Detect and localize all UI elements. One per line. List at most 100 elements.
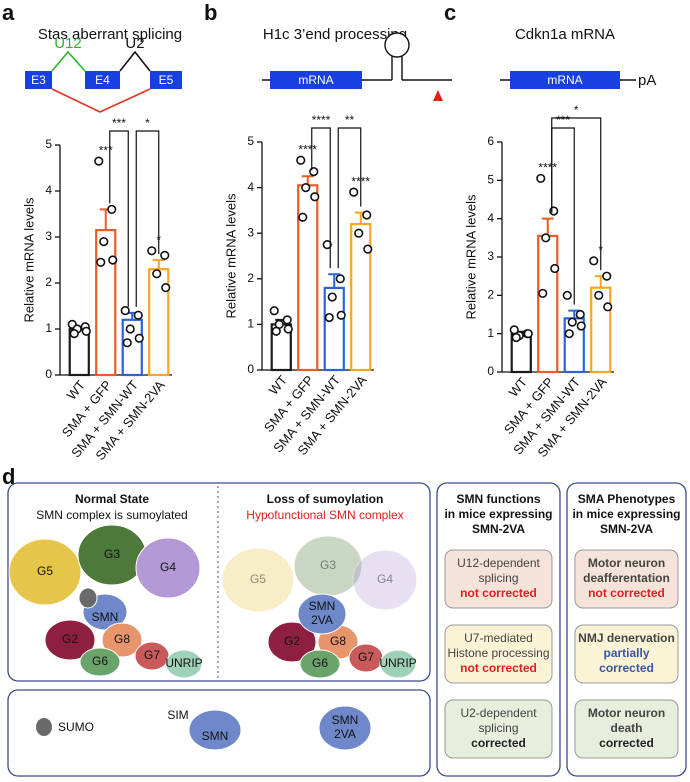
protein-label: G7 — [358, 650, 374, 664]
y-tick-label: 5 — [247, 134, 254, 148]
bar — [590, 286, 612, 374]
comparison-bracket — [551, 127, 575, 305]
protein-label: 2VA — [311, 613, 333, 627]
data-point — [603, 302, 613, 312]
y-tick-label: 4 — [487, 211, 494, 225]
comparison-label: *** — [112, 116, 126, 130]
box-title: in mice expressing — [572, 507, 680, 521]
data-point — [562, 290, 572, 300]
exon — [85, 71, 120, 89]
protein-label: G7 — [144, 648, 160, 662]
data-point — [538, 288, 548, 299]
error-bar — [541, 217, 554, 236]
outcome-text: Histone processing — [447, 646, 549, 660]
outcome-text: Motor neuron — [588, 556, 665, 570]
protein — [78, 587, 98, 609]
protein — [135, 537, 201, 599]
data-point — [99, 237, 109, 247]
data-point — [335, 274, 345, 284]
data-point — [564, 329, 574, 339]
outcome-box — [574, 699, 679, 759]
protein-label: SMN — [92, 610, 119, 624]
outcome-status: corrected — [599, 661, 654, 675]
y-tick-label: 6 — [487, 134, 494, 148]
data-point — [296, 155, 306, 165]
data-point — [310, 192, 320, 202]
hairpin — [391, 56, 403, 80]
outcome-status: corrected — [471, 736, 526, 750]
outcome-status: not corrected — [588, 586, 665, 600]
data-point — [160, 250, 170, 260]
data-point — [282, 315, 292, 325]
data-point — [576, 321, 586, 331]
data-point — [298, 212, 308, 222]
state-subtitle: SMN complex is sumoylated — [36, 508, 187, 522]
protein — [297, 593, 347, 635]
data-point — [322, 240, 332, 250]
data-point — [134, 333, 144, 343]
outcome-text: splicing — [478, 721, 518, 735]
chart-title: Cdkn1a mRNA — [515, 26, 615, 43]
y-tick-label: 2 — [45, 275, 52, 289]
protein — [352, 549, 418, 611]
hairpin-loop — [384, 32, 410, 58]
protein — [44, 619, 96, 661]
state-title: Normal State — [75, 492, 149, 506]
chart-title: Stas aberrant splicing — [38, 26, 182, 43]
data-point — [541, 233, 551, 243]
outcome-text: death — [610, 721, 642, 735]
data-point — [125, 324, 135, 334]
data-point — [133, 310, 143, 320]
data-point — [349, 187, 359, 197]
protein — [299, 649, 341, 679]
data-point — [283, 324, 293, 334]
data-point — [523, 329, 533, 339]
exon — [25, 71, 52, 89]
data-point — [362, 210, 372, 220]
comparison-bracket — [311, 127, 331, 269]
data-point — [550, 263, 560, 274]
outcome-box — [574, 549, 679, 609]
protein-label: G5 — [37, 564, 53, 578]
panel-label: b — [204, 0, 217, 25]
intron-u12 — [51, 50, 86, 72]
state-subtitle: Hypofunctional SMN complex — [246, 508, 403, 522]
significance-star: *** — [99, 143, 113, 157]
intron-label: U2 — [125, 35, 144, 52]
bar — [537, 234, 559, 374]
outcome-text: U7-mediated — [464, 631, 533, 645]
data-point — [336, 310, 346, 320]
protein-label: SMN — [332, 713, 359, 727]
comparison-bracket — [135, 130, 160, 307]
protein — [8, 538, 82, 606]
protein-label: G4 — [377, 572, 393, 586]
data-point — [354, 228, 364, 238]
intron-u2 — [119, 50, 151, 72]
data-point — [271, 326, 281, 336]
panel-label: c — [444, 0, 456, 25]
y-axis-label: Relative mRNA levels — [223, 193, 238, 318]
protein-label: G4 — [160, 560, 176, 574]
comparison-label: **** — [312, 113, 331, 127]
protein-label: 2VA — [334, 727, 356, 741]
protein — [188, 709, 242, 751]
outcome-text: deafferentation — [583, 571, 670, 585]
y-tick-label: 0 — [45, 367, 52, 381]
protein-label: SMN — [202, 729, 229, 743]
data-point — [567, 317, 577, 327]
data-point — [94, 156, 104, 166]
legend-label: SUMO — [58, 720, 94, 734]
protein-label: G3 — [320, 558, 336, 572]
chart-title: H1c 3’end processing — [263, 26, 407, 43]
significance-star: **** — [538, 161, 557, 175]
data-point — [602, 271, 612, 281]
data-point — [96, 257, 106, 267]
data-point — [301, 183, 311, 193]
data-point — [536, 173, 546, 184]
outcome-status: not corrected — [460, 661, 537, 675]
y-tick-label: 5 — [487, 173, 494, 187]
polya-label: pA — [638, 72, 656, 89]
data-point — [575, 309, 585, 320]
y-tick-label: 3 — [45, 229, 52, 243]
protein-label: G8 — [330, 634, 346, 648]
